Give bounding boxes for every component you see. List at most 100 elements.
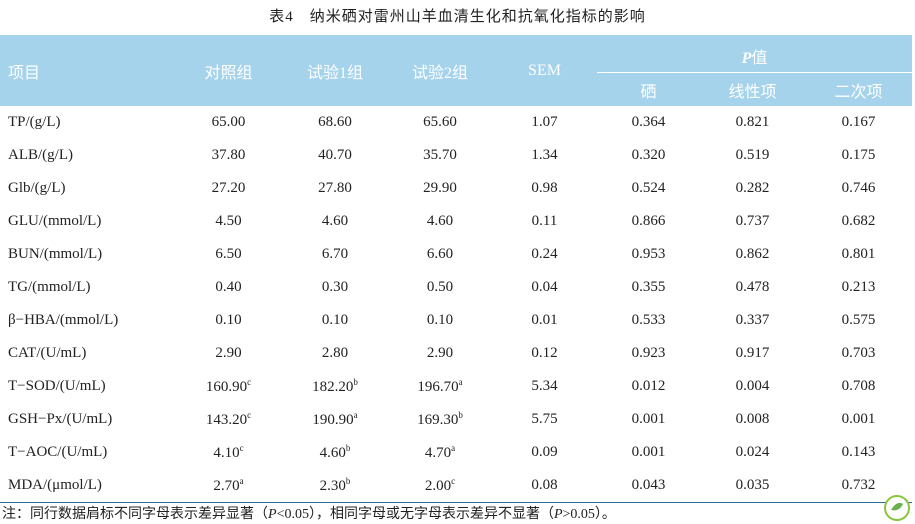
data-table: 项目 对照组 试验1组 试验2组 SEM P值 硒 线性项 二次项 TP/(g/… <box>0 35 913 503</box>
cell-value: 182.20 <box>312 379 354 395</box>
cell-value: 2.00 <box>424 478 452 494</box>
table-cell: 0.917 <box>700 337 805 370</box>
cell-value: 2.90 <box>215 345 242 361</box>
note-part: P <box>553 507 563 522</box>
table-cell: MDA/(μmol/L) <box>0 469 175 503</box>
p-letter: P <box>741 50 752 67</box>
table-cell: 6.70 <box>282 238 388 271</box>
cell-value: 0.953 <box>631 246 666 262</box>
table-cell: 6.60 <box>388 238 492 271</box>
table-cell: 0.001 <box>805 403 912 436</box>
cell-superscript: a <box>239 476 244 486</box>
cell-value: 0.364 <box>631 114 666 130</box>
cell-superscript: b <box>353 377 358 387</box>
note-part: P <box>268 507 277 522</box>
cell-value: 0.001 <box>841 411 876 427</box>
table-cell: 4.70a <box>388 436 492 469</box>
table-cell: 35.70 <box>388 139 492 172</box>
table-cell: 6.50 <box>175 238 282 271</box>
cell-value: 0.355 <box>631 279 666 295</box>
p-header: P值 <box>597 35 913 73</box>
cell-value: 0.09 <box>531 444 558 460</box>
table-cell: 0.703 <box>805 337 912 370</box>
cell-value: 0.043 <box>631 477 666 493</box>
table-cell: 0.10 <box>388 304 492 337</box>
table-cell: 0.923 <box>597 337 700 370</box>
table-cell: Glb/(g/L) <box>0 172 175 205</box>
cell-value: 2.30 <box>319 478 346 494</box>
table-cell: 0.862 <box>700 238 805 271</box>
table-cell: 0.866 <box>597 205 700 238</box>
table-cell: 5.34 <box>492 370 597 403</box>
table-cell: GLU/(mmol/L) <box>0 205 175 238</box>
header-cell: 项目 <box>0 35 175 106</box>
cell-value: 0.024 <box>735 444 770 460</box>
table-cell: 0.98 <box>492 172 597 205</box>
cell-value: 0.519 <box>735 147 770 163</box>
cell-value: 0.30 <box>321 279 349 295</box>
table-cell: 160.90c <box>175 370 282 403</box>
table-cell: 0.043 <box>597 469 700 503</box>
cell-value: 0.801 <box>841 246 876 262</box>
note-part: 注：同行数据肩标不同字母表示差异显著（ <box>2 507 268 522</box>
table-row: T−AOC/(U/mL) 4.10c 4.60b 4.70a 0.09 0.001 0.02… <box>0 436 912 469</box>
header-cell: 试验2组 <box>388 35 492 106</box>
table-title: 表4 纳米硒对雷州山羊血清生化和抗氧化指标的影响 <box>269 9 646 25</box>
table-cell: 0.001 <box>597 436 700 469</box>
cell-value: 160.90 <box>205 379 248 395</box>
cell-value: 0.04 <box>531 279 558 295</box>
table-row: BUN/(mmol/L) 6.50 6.70 6.60 0.24 0.953 0.862 0.… <box>0 238 912 271</box>
cell-value: 0.24 <box>531 246 558 262</box>
cell-value: 0.98 <box>531 180 558 196</box>
header-cell: 试验1组 <box>282 35 388 106</box>
table-cell: 2.30b <box>282 469 388 503</box>
cell-value: 2.90 <box>426 345 454 361</box>
table-cell: 0.953 <box>597 238 700 271</box>
table-cell: 0.004 <box>700 370 805 403</box>
table-cell: 169.30b <box>388 403 492 436</box>
sub-header-cell: 硒 <box>597 72 700 106</box>
table-cell: 0.10 <box>175 304 282 337</box>
cell-value: 0.11 <box>531 213 558 229</box>
table-cell: 65.60 <box>388 106 492 139</box>
cell-value: TP/(g/L) <box>8 114 61 130</box>
table-row: TG/(mmol/L) 0.40 0.30 0.50 0.04 0.355 0.478 0.2… <box>0 271 912 304</box>
table-cell: 0.213 <box>805 271 912 304</box>
table-cell: CAT/(U/mL) <box>0 337 175 370</box>
cell-value: 0.866 <box>631 213 666 229</box>
cell-value: CAT/(U/mL) <box>8 345 87 361</box>
cell-value: T−SOD/(U/mL) <box>8 378 106 394</box>
table-cell: 2.70a <box>175 469 282 503</box>
cell-value: 5.75 <box>531 411 558 427</box>
table-cell: 0.708 <box>805 370 912 403</box>
table-row: MDA/(μmol/L) 2.70a 2.30b 2.00c 0.08 0.043 0.03… <box>0 469 913 503</box>
cell-superscript: a <box>451 443 456 453</box>
note-part: <0.05），相同字母或无字母表示差异不显著（ <box>276 507 554 522</box>
cell-value: T−AOC/(U/mL) <box>8 444 108 460</box>
cell-value: 4.60 <box>319 445 346 461</box>
cell-value: 0.10 <box>321 312 349 328</box>
table-cell: 29.90 <box>388 172 492 205</box>
cell-value: 65.60 <box>423 114 457 130</box>
cell-value: 0.703 <box>841 345 876 361</box>
table-cell: 0.11 <box>492 205 597 238</box>
table-cell: 0.175 <box>805 139 912 172</box>
table-cell: 1.07 <box>492 106 597 139</box>
table-body: TP/(g/L) 65.00 68.60 65.60 1.07 0.364 0.821 0.1… <box>0 106 913 503</box>
cell-value: 169.30 <box>417 412 459 428</box>
header-row: 项目 对照组 试验1组 试验2组 SEM P值 <box>0 35 913 106</box>
table-cell: 4.50 <box>175 205 282 238</box>
cell-value: 0.004 <box>735 378 770 394</box>
table-cell: 0.035 <box>700 469 805 503</box>
table-cell: 2.00c <box>388 469 492 503</box>
cell-value: 0.08 <box>531 477 558 493</box>
table-cell: 190.90a <box>282 403 388 436</box>
table-cell: 0.143 <box>805 436 912 469</box>
table-cell: 0.024 <box>700 436 805 469</box>
cell-value: 0.708 <box>841 378 876 394</box>
sub-header-cell: 线性项 <box>700 72 805 106</box>
cell-value: 0.682 <box>841 213 876 229</box>
table-cell: T−AOC/(U/mL) <box>0 436 175 469</box>
table-cell: 68.60 <box>282 106 388 139</box>
table-cell: 0.30 <box>282 271 388 304</box>
